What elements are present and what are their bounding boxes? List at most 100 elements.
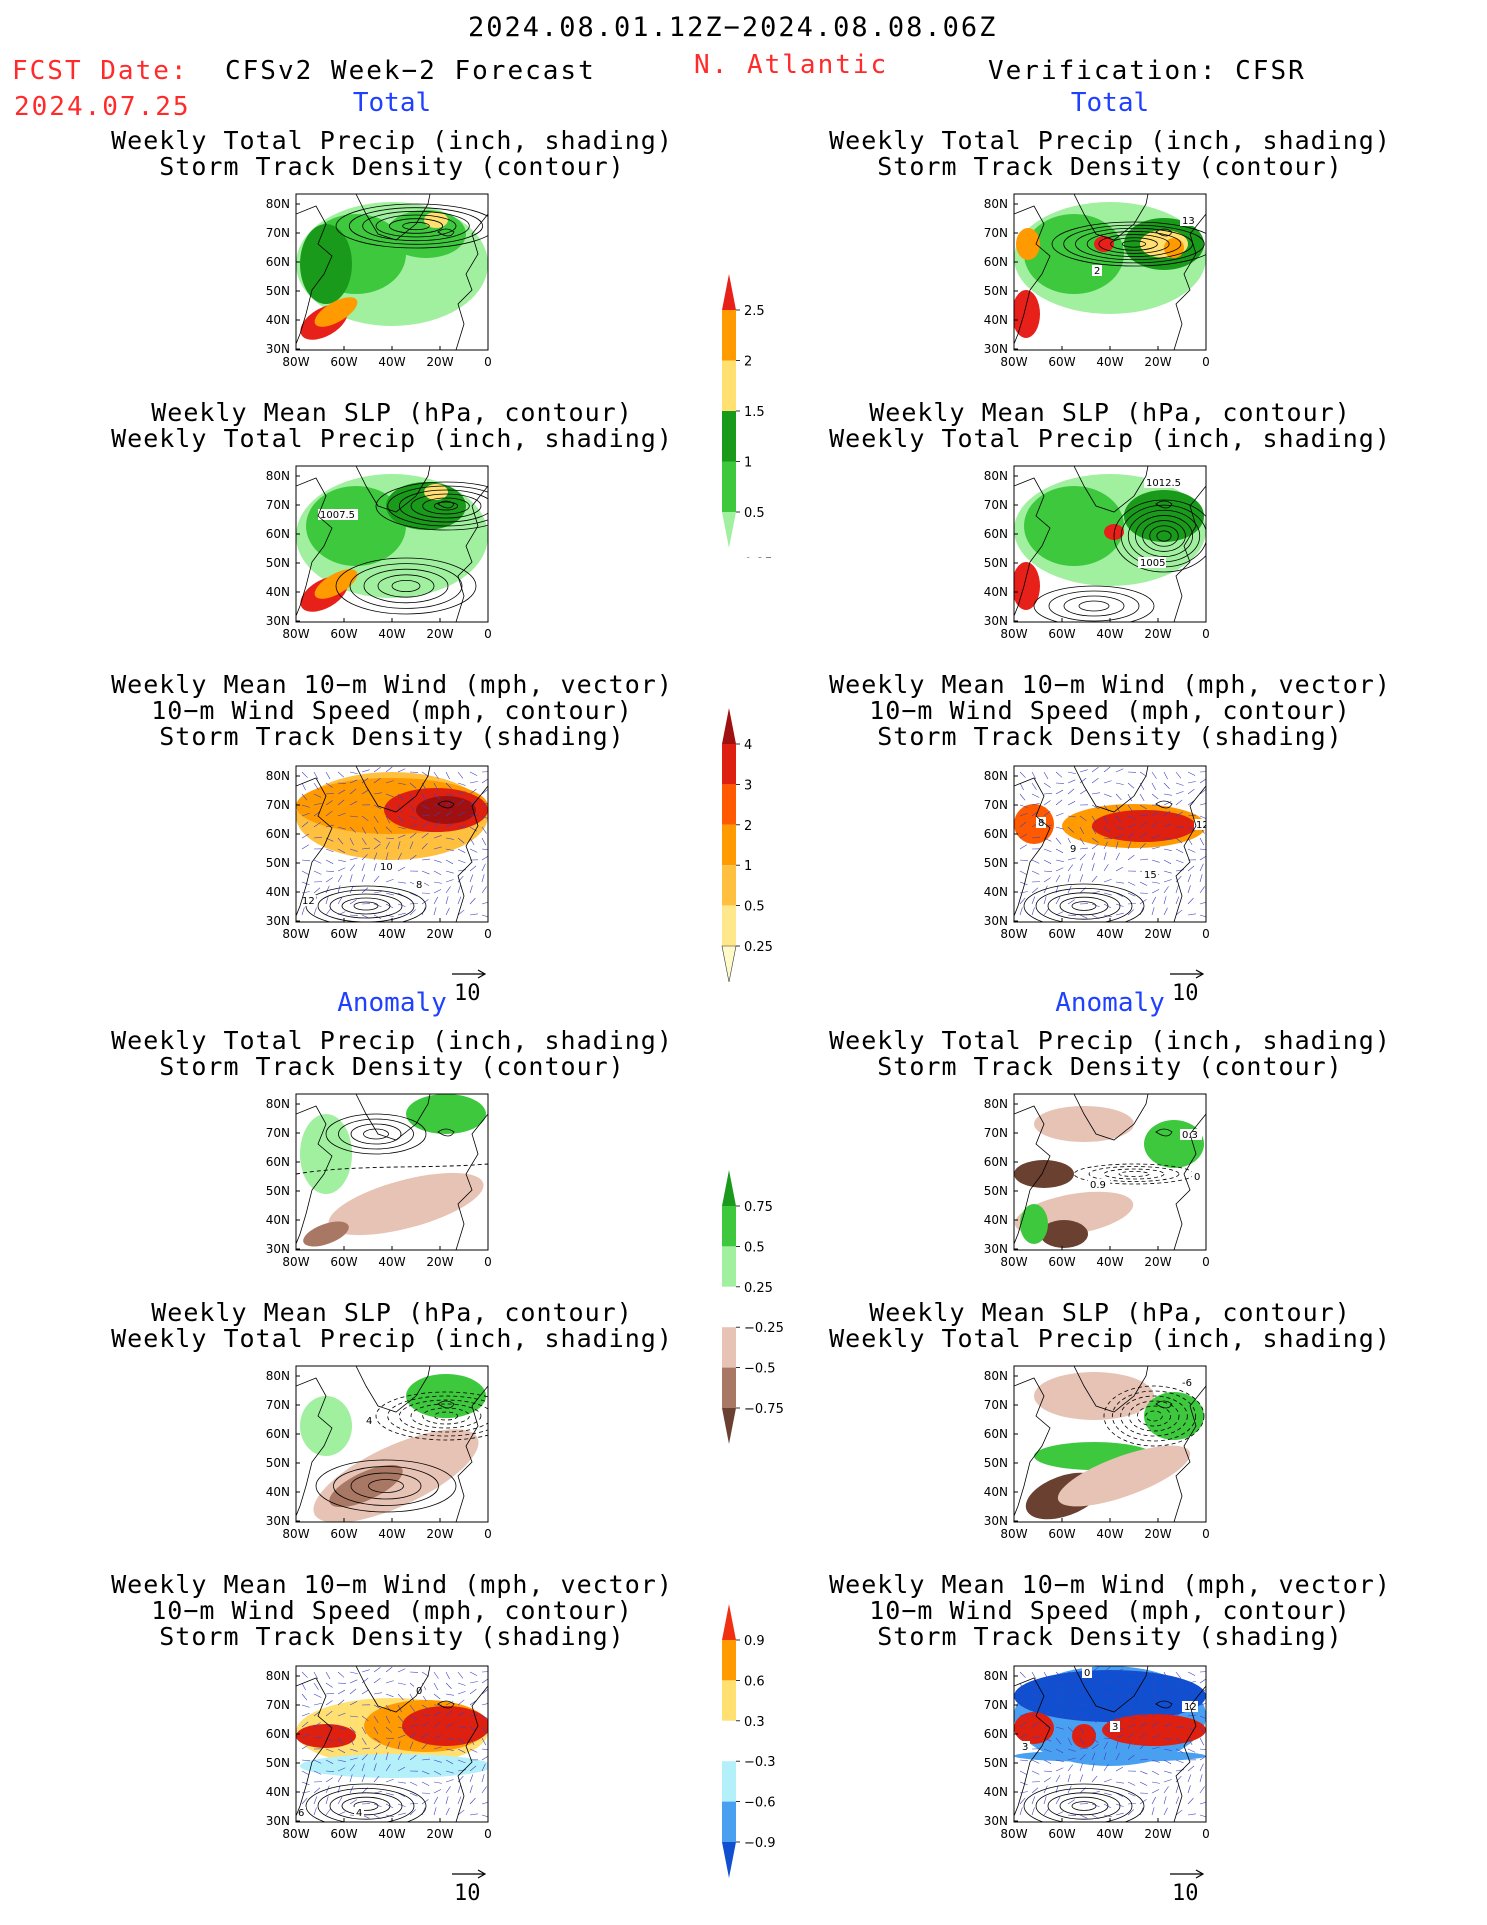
lon-label: 60W <box>330 1255 357 1269</box>
contour-line <box>368 1479 404 1493</box>
contour-line <box>398 489 488 523</box>
contour-line <box>422 497 470 515</box>
title-fc-total-slp: Weekly Mean SLP (hPa, contour) Weekly Tot… <box>111 398 673 453</box>
colorbar-segment <box>722 360 736 411</box>
lat-label: 60N <box>984 255 1008 269</box>
lon-label: 0 <box>484 1255 492 1269</box>
lon-label: 0 <box>1202 1255 1210 1269</box>
contour-label: 0 <box>1082 1667 1092 1679</box>
colorbar-segment <box>722 512 736 548</box>
lat-label: 70N <box>984 798 1008 812</box>
shading-region <box>1016 228 1040 260</box>
colorbar-segment <box>722 1761 736 1802</box>
contour-line <box>353 1801 379 1811</box>
shading-region <box>300 1754 488 1778</box>
lon-label: 60W <box>330 355 357 369</box>
map-fc-anom-wind: 0 4 6 80N 70N 60N 50N 40N 30N 80W 60W 40W 20W 0 <box>256 1662 506 1857</box>
lon-label: 40W <box>378 1527 405 1541</box>
map-fc-total-wind: 10 8 12 80N 70N 60N 50N 40N 30N 80W 60W 40W 20W 0 <box>256 762 506 957</box>
contour-line <box>1047 1792 1121 1820</box>
colorbar-segment <box>722 1408 736 1444</box>
coastline <box>296 1366 488 1522</box>
section-anomaly-left: Anomaly <box>337 988 447 1018</box>
contour-line <box>1142 520 1186 552</box>
lat-label: 80N <box>984 769 1008 783</box>
vector-reference-label: 10 <box>1172 1881 1199 1906</box>
region-title: N. Atlantic <box>694 50 889 80</box>
map-ver-total-wind: 8 9 15 12 80N 70N 60N 50N 40N 30N 80W 60W 40W 20W 0 <box>974 762 1224 957</box>
shading-region <box>406 1374 486 1418</box>
lat-label: 70N <box>984 498 1008 512</box>
lon-label: 40W <box>378 355 405 369</box>
vector-reference-fc-total: 10 <box>450 966 490 1006</box>
lon-label: 80W <box>282 1255 309 1269</box>
colorbar-label: −0.25 <box>744 1321 784 1336</box>
contour-line <box>1120 1395 1188 1437</box>
lon-label: 20W <box>426 355 453 369</box>
coastline <box>296 1666 488 1822</box>
lat-label: 30N <box>984 1814 1008 1828</box>
coastline <box>1014 1666 1206 1822</box>
contour-label: 10 <box>378 861 394 873</box>
lon-label: 20W <box>1144 1527 1171 1541</box>
colorbar-label: 1 <box>744 456 752 471</box>
lat-label: 40N <box>266 1785 290 1799</box>
colorbar-label: 4 <box>744 738 752 753</box>
colorbar-segment <box>722 1327 736 1368</box>
contour-line <box>375 1391 488 1441</box>
map-ver-total-precip: 13 2 80N 70N 60N 50N 40N 30N 80W 60W 40W 20W 0 <box>974 190 1224 385</box>
lat-label: 80N <box>266 1669 290 1683</box>
contour-line <box>349 563 463 609</box>
contour-line <box>402 221 430 231</box>
shading-region <box>1072 1724 1096 1748</box>
colorbar-svg: 2.5 2 1.5 1 0.5 0.25 <box>722 274 773 572</box>
lat-label: 80N <box>984 197 1008 211</box>
contour-label: 13 <box>1180 215 1196 227</box>
map-fc-anom-precip: 80N 70N 60N 50N 40N 30N 80W 60W 40W 20W 0 <box>256 1090 506 1285</box>
colorbar-label: 2 <box>744 819 752 834</box>
lat-label: 60N <box>984 1727 1008 1741</box>
lat-label: 70N <box>266 1698 290 1712</box>
lat-label: 40N <box>984 1485 1008 1499</box>
colorbar-label: 0.75 <box>744 1200 773 1215</box>
coastline <box>296 466 488 622</box>
lon-label: 60W <box>1048 927 1075 941</box>
coastline <box>296 766 488 922</box>
contour-label: 2 <box>1092 265 1102 277</box>
lon-label: 20W <box>1144 355 1171 369</box>
lon-label: 80W <box>282 1527 309 1541</box>
lon-label: 60W <box>330 627 357 641</box>
title-fc-total-precip: Weekly Total Precip (inch, shading) Storm… <box>111 126 673 181</box>
lat-label: 70N <box>984 1398 1008 1412</box>
contour-line <box>1113 499 1206 573</box>
section-total-right: Total <box>1070 88 1150 118</box>
contour-line <box>387 1395 488 1437</box>
lon-label: 40W <box>1096 627 1123 641</box>
map-ver-anom-wind: 0 12 3 3 80N 70N 60N 50N 40N 30N 80W 60W 40W 20W 0 <box>974 1662 1224 1857</box>
contour-line <box>341 897 391 915</box>
lon-label: 0 <box>484 927 492 941</box>
svg-text:1005: 1005 <box>1140 558 1165 569</box>
contour-line <box>377 574 435 598</box>
contour-line <box>1023 883 1145 922</box>
svg-text:12: 12 <box>302 896 315 907</box>
contour-line <box>350 1472 422 1500</box>
shading-region <box>328 1172 484 1236</box>
contour-line <box>398 1399 488 1433</box>
lat-label: 50N <box>266 1756 290 1770</box>
colorbar-segment <box>722 708 736 744</box>
lat-label: 80N <box>984 1369 1008 1383</box>
contour-line <box>305 1783 427 1822</box>
title-ver-total-precip: Weekly Total Precip (inch, shading) Storm… <box>829 126 1391 181</box>
lon-label: 40W <box>378 627 405 641</box>
svg-text:4: 4 <box>366 1416 372 1427</box>
time-range-title: 2024.08.01.12Z−2024.08.08.06Z <box>468 12 998 43</box>
lat-label: 70N <box>984 1126 1008 1140</box>
contour-line <box>1051 221 1206 267</box>
contour-line <box>329 893 403 919</box>
lon-label: 0 <box>1202 627 1210 641</box>
